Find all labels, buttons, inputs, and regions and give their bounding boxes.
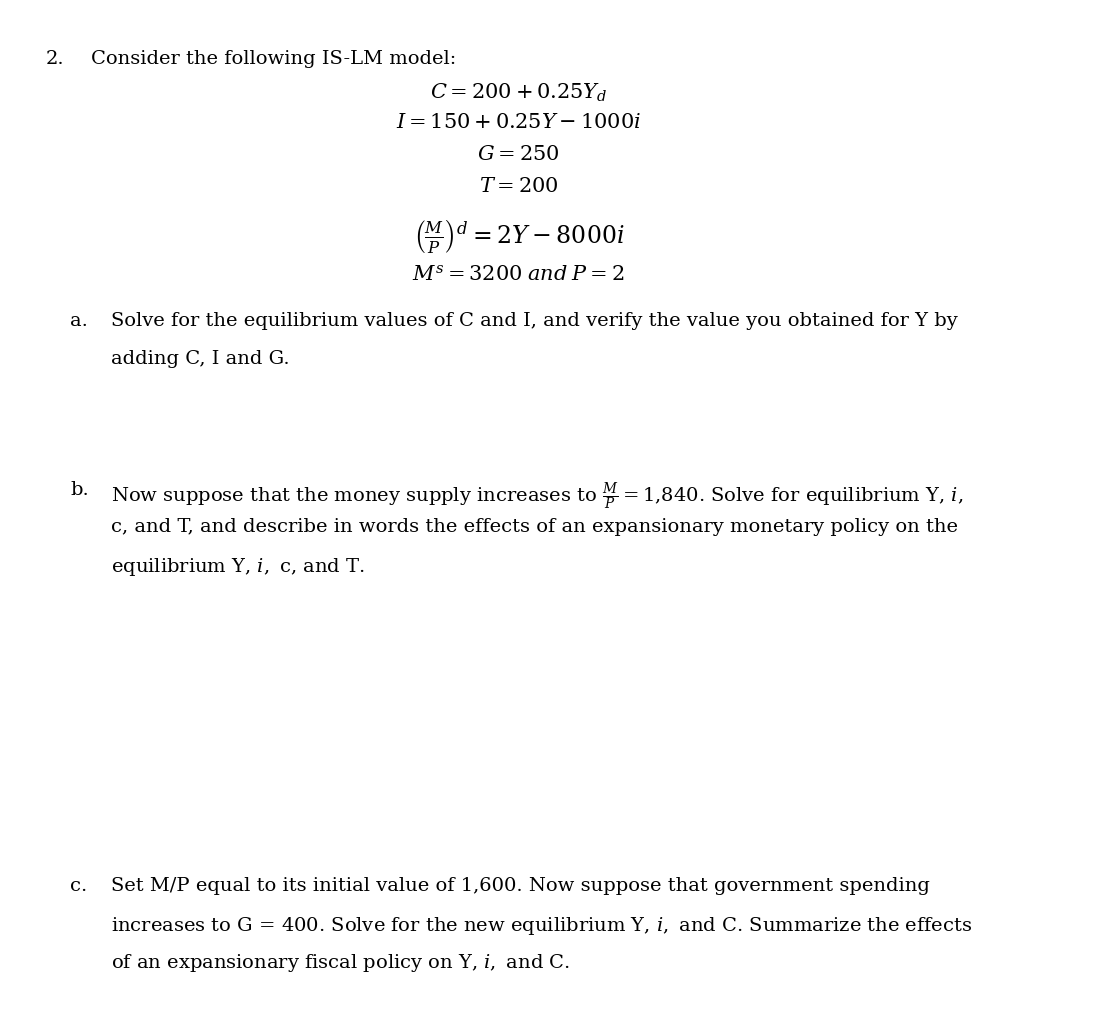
Text: $T = 200$: $T = 200$ xyxy=(479,177,559,196)
Text: increases to G = 400. Solve for the new equilibrium Y, $i,$ and C. Summarize the: increases to G = 400. Solve for the new … xyxy=(110,915,972,937)
Text: c, and T, and describe in words the effects of an expansionary monetary policy o: c, and T, and describe in words the effe… xyxy=(110,519,958,536)
Text: 2.: 2. xyxy=(46,50,64,67)
Text: $M^s = 3200 \; \mathit{and} \; P = 2$: $M^s = 3200 \; \mathit{and} \; P = 2$ xyxy=(413,264,625,285)
Text: adding C, I and G.: adding C, I and G. xyxy=(110,350,289,368)
Text: Set M/P equal to its initial value of 1,600. Now suppose that government spendin: Set M/P equal to its initial value of 1,… xyxy=(110,877,930,895)
Text: $I = 150 + 0.25Y - 1000i$: $I = 150 + 0.25Y - 1000i$ xyxy=(396,113,642,132)
Text: of an expansionary fiscal policy on Y, $i,$ and C.: of an expansionary fiscal policy on Y, $… xyxy=(110,953,569,974)
Text: $C = 200 + 0.25Y_d$: $C = 200 + 0.25Y_d$ xyxy=(430,82,607,104)
Text: a.: a. xyxy=(70,312,88,331)
Text: c.: c. xyxy=(70,877,88,895)
Text: equilibrium Y, $i,$ c, and T.: equilibrium Y, $i,$ c, and T. xyxy=(110,556,365,578)
Text: Solve for the equilibrium values of C and I, and verify the value you obtained f: Solve for the equilibrium values of C an… xyxy=(110,312,958,331)
Text: Consider the following IS-LM model:: Consider the following IS-LM model: xyxy=(90,50,455,67)
Text: Now suppose that the money supply increases to $\frac{M}{P} = 1{,}840$. Solve fo: Now suppose that the money supply increa… xyxy=(110,481,963,513)
Text: $\left(\frac{M}{P}\right)^d = 2Y - 8000i$: $\left(\frac{M}{P}\right)^d = 2Y - 8000i… xyxy=(413,218,625,255)
Text: $G = 250$: $G = 250$ xyxy=(478,145,560,163)
Text: b.: b. xyxy=(70,481,89,499)
